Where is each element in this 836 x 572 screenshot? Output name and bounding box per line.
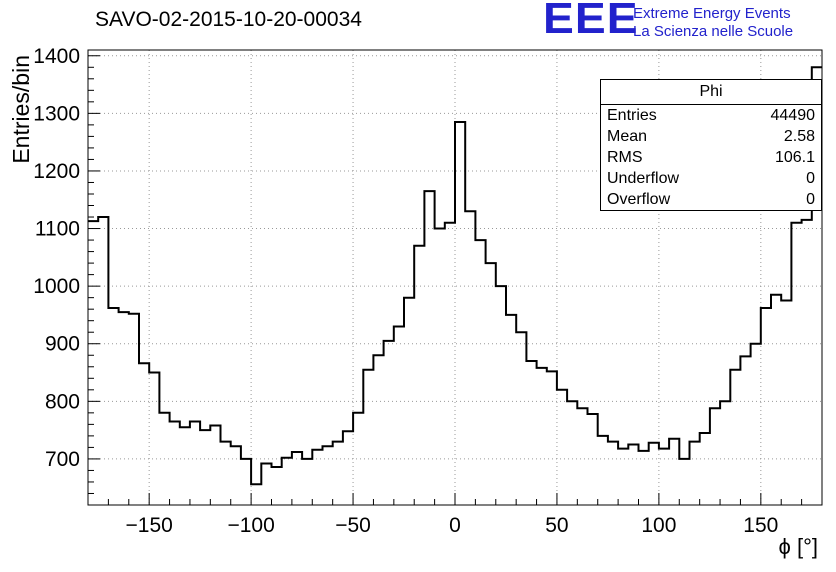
stats-label: Overflow xyxy=(607,191,671,208)
plot-title: SAVO-02-2015-10-20-00034 xyxy=(95,8,362,31)
stats-row-entries: Entries 44490 xyxy=(601,105,821,126)
y-tick-label: 700 xyxy=(45,448,80,471)
eee-logo-line2: La Scienza nelle Scuole xyxy=(633,23,794,40)
y-tick-label: 1300 xyxy=(33,102,80,125)
x-axis-title: ϕ [°] xyxy=(778,534,818,559)
stats-row-overflow: Overflow 0 xyxy=(601,189,821,210)
stats-label: Underflow xyxy=(607,170,680,187)
eee-logo-line1: Extreme Energy Events xyxy=(633,5,791,22)
stats-label: Entries xyxy=(607,107,657,124)
x-tick-label: 150 xyxy=(743,514,778,537)
y-tick-label: 1000 xyxy=(33,275,80,298)
stats-value: 0 xyxy=(806,191,815,208)
x-tick-label: −150 xyxy=(126,514,173,537)
y-tick-label: 1400 xyxy=(33,45,80,68)
stats-value: 0 xyxy=(806,170,815,187)
histogram-step-line xyxy=(88,66,822,486)
eee-logo: EEE xyxy=(543,0,639,43)
y-tick-label: 900 xyxy=(45,333,80,356)
stats-value: 106.1 xyxy=(774,149,815,166)
stats-value: 2.58 xyxy=(783,128,815,145)
x-tick-label: 100 xyxy=(641,514,676,537)
stats-label: RMS xyxy=(607,149,643,166)
x-tick-label: 0 xyxy=(449,514,461,537)
y-tick-label: 1200 xyxy=(33,160,80,183)
stats-box: Phi Entries 44490 Mean 2.58 RMS 106.1 Un… xyxy=(600,79,822,211)
stats-row-rms: RMS 106.1 xyxy=(601,147,821,168)
x-tick-label: −50 xyxy=(335,514,371,537)
stats-value: 44490 xyxy=(770,107,816,124)
y-tick-label: 800 xyxy=(45,390,80,413)
stats-row-mean: Mean 2.58 xyxy=(601,126,821,147)
stats-row-underflow: Underflow 0 xyxy=(601,168,821,189)
x-tick-label: −100 xyxy=(227,514,274,537)
x-tick-label: 50 xyxy=(545,514,568,537)
stats-box-title: Phi xyxy=(601,80,821,105)
y-tick-label: 1100 xyxy=(35,218,80,241)
stats-label: Mean xyxy=(607,128,648,145)
